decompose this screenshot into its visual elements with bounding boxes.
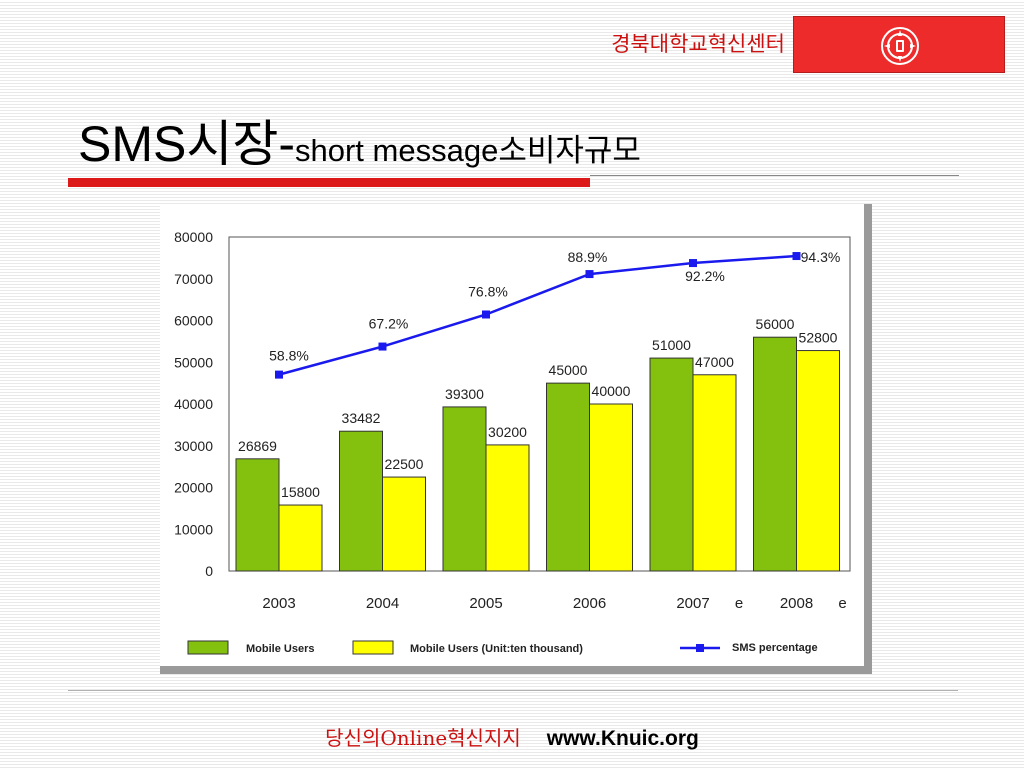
footer: 당신의Online혁신지지 www.Knuic.org (0, 722, 1024, 751)
sms-percentage-label: 88.9% (568, 249, 608, 265)
x-tick-label: 2004 (366, 595, 399, 612)
bar-value-label-green: 51000 (652, 337, 691, 353)
bar-value-label-yellow: 15800 (281, 484, 320, 500)
sms-percentage-point (585, 270, 594, 279)
bar-value-label-green: 39300 (445, 386, 484, 402)
bar-mobile-users-unit (382, 476, 426, 572)
y-tick-label: 60000 (174, 313, 213, 329)
y-tick-label: 0 (205, 563, 213, 579)
x-tick-label: 2003 (262, 595, 295, 612)
sms-percentage-point (378, 342, 387, 351)
bar-mobile-users-unit (589, 403, 633, 572)
chart-card (160, 204, 864, 666)
legend-swatch-point (696, 644, 704, 652)
sms-percentage-label: 58.8% (269, 348, 309, 364)
y-tick-label: 50000 (174, 354, 213, 370)
x-tick-label: 2006 (573, 595, 606, 612)
bar-value-label-green: 45000 (549, 362, 588, 378)
legend-swatch-green (187, 640, 229, 655)
bar-mobile-users-unit (692, 374, 737, 572)
bar-mobile-users (339, 430, 383, 572)
bar-mobile-users-unit (485, 444, 530, 572)
legend-label: Mobile Users (Unit:ten thousand) (410, 643, 583, 655)
sms-percentage-line (278, 254, 797, 376)
bar-mobile-users (546, 382, 590, 572)
bar-mobile-users-unit (278, 504, 323, 572)
footer-slogan: 당신의Online혁신지지 (325, 726, 521, 750)
y-tick-label: 20000 (174, 480, 213, 496)
title-accent-bar (68, 178, 590, 187)
x-tick-suffix: e (838, 595, 846, 612)
sms-percentage-point (482, 310, 490, 319)
bar-mobile-users (442, 406, 487, 572)
footer-url: www.Knuic.org (546, 727, 699, 750)
sms-percentage-point (689, 259, 697, 268)
bar-value-label-green: 26869 (238, 438, 277, 454)
y-tick-label: 30000 (174, 438, 213, 454)
bar-mobile-users (649, 357, 694, 572)
sms-percentage-point (275, 370, 283, 379)
bar-value-label-green: 33482 (342, 410, 381, 426)
title-sub: short message소비자규모 (295, 133, 641, 168)
bar-value-label-yellow: 22500 (385, 456, 424, 472)
y-tick-label: 80000 (174, 229, 213, 245)
sms-percentage-label: 94.3% (801, 249, 841, 265)
bar-value-label-yellow: 40000 (592, 383, 631, 399)
chart-frame: 0 10000 20000 30000 40000 50000 60000 70000 8000… (160, 204, 872, 674)
footer-divider (68, 690, 958, 691)
legend-swatch-yellow (352, 640, 394, 655)
x-tick-label: 2005 (469, 595, 502, 612)
y-tick-label: 10000 (174, 521, 213, 537)
bar-value-label-green: 56000 (756, 316, 795, 332)
bar-value-label-yellow: 47000 (695, 354, 734, 370)
bar-mobile-users-unit (796, 350, 840, 572)
plot-area (228, 236, 851, 572)
title-divider (590, 175, 959, 176)
legend-label: Mobile Users (246, 643, 314, 655)
legend-label: SMS percentage (732, 642, 818, 654)
page-title: SMS시장-short message소비자규모 (78, 104, 641, 176)
y-tick-label: 70000 (174, 271, 213, 287)
university-logo (793, 16, 1005, 73)
title-main: SMS시장- (78, 116, 295, 172)
bar-value-label-yellow: 52800 (799, 330, 838, 346)
sms-percentage-label: 76.8% (468, 283, 508, 299)
x-tick-label: 2007 (676, 595, 709, 612)
org-name: 경북대학교혁신센터 (611, 32, 785, 56)
x-tick-suffix: e (735, 595, 743, 612)
bar-mobile-users (753, 336, 797, 572)
bar-value-label-yellow: 30200 (488, 424, 527, 440)
sms-percentage-point (792, 252, 801, 261)
emblem-icon (881, 27, 919, 65)
market-chart: 0 10000 20000 30000 40000 50000 60000 70000 8000… (160, 204, 864, 666)
y-tick-label: 40000 (174, 396, 213, 412)
sms-percentage-label: 92.2% (685, 268, 725, 284)
bar-mobile-users (235, 458, 280, 572)
sms-percentage-label: 67.2% (369, 316, 409, 332)
x-tick-label: 2008 (780, 595, 813, 612)
